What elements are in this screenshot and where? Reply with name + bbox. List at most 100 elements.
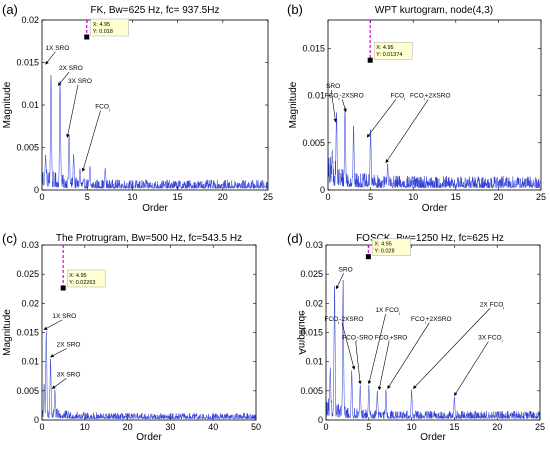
cursor-marker[interactable] (367, 57, 373, 63)
x-tick-label: 10 (408, 192, 418, 202)
y-axis-label: Magnitude (2, 309, 13, 356)
panel-label: (c) (2, 231, 17, 246)
axes-box (327, 19, 542, 191)
annotation-arrow (387, 322, 430, 390)
annotation-arrow (66, 84, 79, 138)
y-tick-label: 0.01 (21, 100, 39, 110)
axes-box (41, 19, 269, 191)
signal-trace (325, 279, 541, 420)
annotation-arrow (330, 89, 338, 123)
datatip-x: X: 4.95 (374, 242, 391, 248)
annotation-arrow (81, 110, 101, 172)
datatip-x: X: 4.95 (376, 45, 393, 51)
annotation-label: FCOi+2XSRO (411, 316, 452, 325)
x-tick-label: 0 (323, 422, 328, 432)
cursor-marker[interactable] (60, 285, 66, 291)
x-tick-label: 10 (127, 192, 137, 202)
y-tick-label: 0.025 (300, 269, 323, 279)
panel-3: 0 10 20 30 40 50 0 0.005 0.01 0.015 0.02 0.025 0.03 T… (2, 231, 261, 443)
annotation-label: FCOi-2XSRO (325, 316, 364, 325)
x-tick-label: 30 (165, 422, 175, 432)
annotation-arrow (385, 99, 429, 164)
x-tick-label: 20 (492, 422, 502, 432)
panel-label: (b) (287, 2, 303, 17)
y-tick-label: 0.015 (302, 43, 325, 53)
annotation-arrow (412, 308, 491, 389)
y-tick-label: 0.02 (21, 15, 39, 25)
x-tick-label: 15 (173, 192, 183, 202)
y-tick-label: 0.005 (16, 386, 39, 396)
x-tick-label: 10 (80, 422, 90, 432)
annotation-arrow (341, 322, 356, 370)
annotation-label: FCOi-SRO (342, 335, 373, 344)
annotation-arrow (367, 314, 386, 385)
y-tick-label: 0.03 (305, 240, 323, 250)
signal-trace (41, 331, 257, 420)
x-tick-label: 25 (535, 422, 545, 432)
datatip-y: Y: 0.018 (93, 29, 113, 35)
y-tick-label: 0.01 (21, 357, 39, 367)
datatip-y: Y: 0.01374 (376, 52, 402, 58)
x-tick-label: 15 (451, 192, 461, 202)
x-tick-label: 50 (251, 422, 261, 432)
x-tick-label: 0 (39, 422, 44, 432)
annotation-label: FCOi-2XSRO (325, 92, 364, 101)
datatip-box (372, 238, 411, 256)
datatip-x: X: 4.95 (93, 22, 110, 28)
panel-1: 0 5 10 15 20 25 0 0.005 0.01 0.015 0.02 FK, Bw=625 … (2, 2, 273, 214)
x-tick-label: 5 (85, 192, 90, 202)
x-axis-label: Order (142, 203, 168, 214)
annotation-label: 3X SRO (57, 371, 81, 378)
y-tick-label: 0.005 (16, 143, 39, 153)
chart-title: WPT kurtogram, node(4,3) (375, 5, 493, 16)
annotation-arrow (341, 99, 347, 113)
annotation-arrow (355, 341, 362, 385)
annotation-label: 2X FCOi (480, 301, 504, 310)
y-tick-label: 0 (34, 415, 39, 425)
annotation-arrow (45, 51, 56, 65)
x-tick-label: 0 (39, 192, 44, 202)
x-tick-label: 25 (263, 192, 273, 202)
y-tick-label: 0.005 (300, 386, 323, 396)
annotation-label: FCOi (390, 92, 405, 101)
x-tick-label: 0 (325, 192, 330, 202)
annotation-arrow (43, 319, 63, 330)
cursor-marker[interactable] (84, 34, 90, 40)
y-tick-label: 0.01 (305, 357, 323, 367)
x-tick-label: 10 (407, 422, 417, 432)
x-tick-label: 20 (218, 192, 228, 202)
x-axis-label: Order (136, 432, 162, 443)
signal-trace (327, 106, 542, 189)
chart-title: FOSCK, Bw=1250 Hz, fc=625 Hz (356, 233, 504, 244)
annotation-arrow (57, 71, 70, 86)
x-tick-label: 20 (493, 192, 503, 202)
x-tick-label: 40 (208, 422, 218, 432)
x-tick-label: 15 (449, 422, 459, 432)
y-tick-label: 0.005 (302, 138, 325, 148)
annotation-arrow (377, 341, 390, 391)
cursor-marker[interactable] (365, 254, 371, 260)
y-tick-label: 0 (318, 415, 323, 425)
annotation-label: 1X SRO (52, 313, 76, 320)
annotation-label: 1X SRO (45, 45, 69, 52)
chart-title: The Protrugram, Bw=500 Hz, fc=543.5 Hz (56, 233, 242, 244)
datatip-x: X: 4.95 (69, 273, 86, 279)
annotation-label: 3X FCOi (478, 335, 502, 344)
panel-2: 0 5 10 15 20 25 0 0.005 0.01 0.015 WPT kurtogram, … (287, 2, 546, 214)
x-axis-label: Order (422, 203, 448, 214)
datatip-box (373, 42, 413, 60)
y-tick-label: 0.01 (307, 91, 325, 101)
annotation-label: 3X SRO (68, 78, 92, 85)
annotation-label: SRO (326, 83, 340, 90)
y-tick-label: 0.015 (300, 328, 323, 338)
x-tick-label: 5 (366, 422, 371, 432)
annotation-label: FCOi+SRO (375, 335, 408, 344)
datatip-y: Y: 0.028 (374, 249, 394, 255)
datatip-box (90, 18, 129, 37)
x-tick-label: 25 (536, 192, 546, 202)
axes-box (325, 244, 541, 421)
annotation-arrow (454, 341, 489, 397)
annotation-arrow (335, 273, 344, 290)
x-tick-label: 5 (368, 192, 373, 202)
